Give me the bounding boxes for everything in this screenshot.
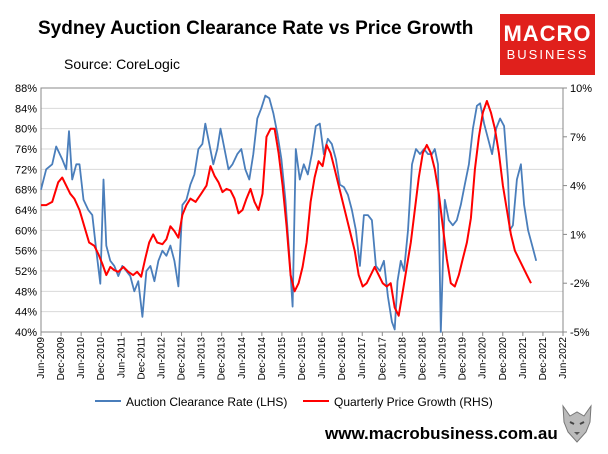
x-tick-label: Jun-2011 [116, 337, 127, 378]
x-tick-label: Jun-2015 [277, 337, 288, 379]
x-tick-label: Jun-2022 [558, 337, 569, 379]
price-growth-line [41, 100, 532, 317]
y-left-tick-label: 64% [15, 205, 37, 217]
x-tick-label: Dec-2014 [257, 337, 268, 381]
y-left-tick-label: 48% [15, 286, 37, 298]
y-left-tick-label: 72% [15, 164, 37, 176]
chart-series [40, 94, 538, 333]
y-right-tick-label: 7% [570, 132, 586, 144]
macrobusiness-logo: MACRO BUSINESS [500, 14, 595, 75]
x-tick-label: Dec-2010 [96, 337, 107, 381]
y-right-tick-label: -2% [570, 278, 590, 290]
website-url: www.macrobusiness.com.au [325, 424, 558, 443]
y-right-tick-label: 1% [570, 229, 586, 241]
y-left-tick-label: 56% [15, 246, 37, 258]
y-left-tick-label: 44% [15, 307, 37, 319]
x-tick-label: Jun-2012 [156, 337, 167, 379]
chart-legend: Auction Clearance Rate (LHS) Quarterly Pr… [95, 395, 493, 409]
y-left-tick-label: 84% [15, 103, 37, 115]
x-tick-label: Dec-2020 [498, 337, 509, 381]
y-left-tick-label: 80% [15, 124, 37, 136]
wolf-icon [562, 404, 592, 443]
x-tick-label: Jun-2018 [397, 337, 408, 379]
y-axis-right: -5% -2% 1% 4% 7% 10% [563, 83, 592, 339]
x-tick-label: Dec-2017 [377, 337, 388, 381]
legend-label: Auction Clearance Rate (LHS) [126, 395, 287, 409]
x-tick-label: Jun-2019 [438, 337, 449, 379]
x-tick-label: Jun-2016 [317, 337, 328, 379]
chart-subtitle: Source: CoreLogic [64, 56, 180, 72]
x-tick-label: Jun-2014 [237, 337, 248, 379]
x-tick-label: Dec-2018 [417, 337, 428, 381]
x-axis: Jun-2009 Dec-2009 Jun-2010 Dec-2010 Jun-2011… [36, 332, 569, 380]
x-tick-label: Dec-2015 [297, 337, 308, 381]
y-left-tick-label: 68% [15, 185, 37, 197]
legend-label: Quarterly Price Growth (RHS) [334, 395, 493, 409]
y-right-tick-label: 10% [570, 83, 592, 95]
x-tick-label: Jun-2020 [478, 337, 489, 379]
clearance-rate-line [40, 94, 538, 333]
x-tick-label: Dec-2013 [217, 337, 228, 381]
y-left-tick-label: 60% [15, 225, 37, 237]
x-tick-label: Dec-2021 [538, 337, 549, 381]
logo-line2: BUSINESS [506, 47, 589, 62]
y-left-tick-label: 76% [15, 144, 37, 156]
x-tick-label: Dec-2011 [136, 337, 147, 380]
x-tick-label: Jun-2010 [76, 337, 87, 379]
y-left-tick-label: 88% [15, 83, 37, 95]
chart-title: Sydney Auction Clearance Rate vs Price G… [38, 18, 474, 39]
x-tick-label: Jun-2021 [518, 337, 529, 379]
x-tick-label: Jun-2009 [36, 337, 47, 379]
y-left-tick-label: 52% [15, 266, 37, 278]
y-right-tick-label: -5% [570, 327, 590, 339]
y-axis-left: 40% 44% 48% 52% 56% 60% 64% 68% 72% 76% 80% 84% 88% [15, 83, 37, 339]
logo-line1: MACRO [503, 21, 592, 46]
x-tick-label: Dec-2019 [458, 337, 469, 381]
x-tick-label: Jun-2013 [197, 337, 208, 379]
y-right-tick-label: 4% [570, 181, 586, 193]
x-tick-label: Dec-2009 [56, 337, 67, 381]
x-tick-label: Dec-2012 [177, 337, 188, 381]
x-tick-label: Dec-2016 [337, 337, 348, 381]
x-tick-label: Jun-2017 [357, 337, 368, 379]
y-left-tick-label: 40% [15, 327, 37, 339]
